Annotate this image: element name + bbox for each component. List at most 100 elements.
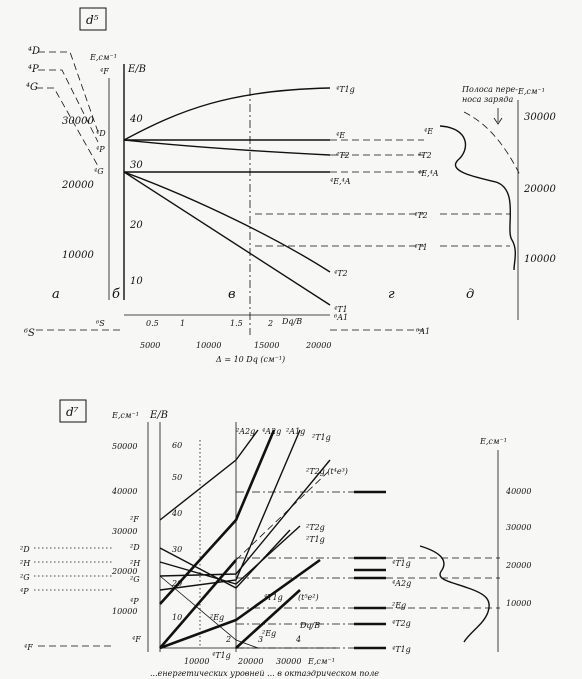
upper-eb-axis-label: E/B (127, 64, 146, 75)
lower-panel-d7: d⁷ E,см⁻¹ 50000 40000 30000 20000 10000 … (20, 399, 531, 666)
curve-4T1 (123, 171, 331, 306)
leader-4P (38, 69, 99, 143)
right-label-4T2-low: ⁴T2 (414, 211, 428, 220)
right-label-4T2: ⁴T2 (418, 151, 432, 160)
lower-dq-tick-2: 2 (225, 635, 231, 644)
upper-left-axis-label: E,см⁻¹ (89, 53, 117, 62)
delta-tick-5000: 5000 (140, 341, 160, 350)
charge-transfer-band-edge (463, 111, 521, 176)
line-2T1g-low (159, 529, 291, 589)
lower-bottom-tick-20000: 20000 (237, 657, 263, 666)
dq-tick-1: 1 (180, 319, 185, 328)
line-2T1g (159, 429, 301, 591)
band-label-arrow (493, 108, 503, 125)
label-4T2-upper: ⁴T2 (336, 151, 350, 160)
right-label-4T1-low: ⁴T1 (414, 243, 428, 252)
top-label-2T1g: ²T1g (312, 433, 331, 442)
section-letter-a: а (52, 287, 60, 302)
top-label-2T2g-t4e3: ²T2g (t⁴e³) (306, 467, 348, 476)
top-label-2T1g-low: ²T1g (306, 535, 325, 544)
lower-eb-tick-30: 30 (172, 545, 182, 554)
top-label-2A2g: ²A2g (236, 427, 255, 436)
lower-right-tick-20000: 20000 (505, 561, 531, 570)
leader-4D (38, 51, 99, 133)
top-label-4A2g: ⁴A2g (262, 427, 281, 436)
top-label-2T2g: ²T2g (306, 523, 325, 532)
upper-left-tick-10000: 10000 (62, 250, 94, 261)
label-4T1: ⁴T1 (334, 305, 348, 314)
bottom-label-2Eg-a: ²Eg (210, 613, 224, 622)
line-2T2g-low (159, 525, 301, 585)
upper-axis-term-4G: ⁴G (94, 167, 104, 176)
upper-right-tick-10000: 10000 (524, 254, 556, 265)
lower-right-tick-40000: 40000 (505, 487, 531, 496)
lower-axis-term-2H: ²H (130, 559, 141, 568)
lower-eb-tick-20: 20 (171, 579, 182, 588)
curve-4T1g (123, 87, 331, 141)
dq-axis-label: Dq/B (281, 317, 302, 326)
lower-eb-tick-50: 50 (172, 473, 182, 482)
lower-ion-term-2G: ²G (20, 573, 30, 582)
lower-axis-term-4P: ⁴P (130, 597, 139, 606)
lower-eb-tick-40: 40 (171, 509, 182, 518)
lower-axis-term-2D: ²D (130, 543, 140, 552)
lower-left-axis-label: E,см⁻¹ (111, 411, 139, 420)
lower-dq-tick-3: 3 (258, 635, 263, 644)
leader-4G (36, 87, 99, 167)
upper-axis-term-4D: ⁴D (96, 129, 106, 138)
baseline-6S-left: ⁶S (23, 328, 35, 339)
right-label-4E: ⁴E (424, 127, 433, 136)
upper-left-tick-20000: 20000 (61, 180, 94, 191)
lower-ion-term-4F: ⁴F (24, 643, 33, 652)
lower-bottom-tick-30000: 30000 (276, 657, 301, 666)
right-label-4EA: ⁴E,⁴A (418, 169, 439, 178)
lower-ion-term-2D: ²D (20, 545, 30, 554)
lower-right-label-4T2g: ⁴T2g (392, 619, 411, 628)
lower-axis-term-4F: ⁴F (132, 635, 141, 644)
lower-left-tick-10000: 10000 (112, 607, 137, 616)
top-label-2A1g: ²A1g (286, 427, 305, 436)
lower-axis-term-2F: ²F (130, 515, 139, 524)
upper-right-tick-30000: 30000 (524, 112, 556, 123)
upper-box-label: d⁵ (86, 13, 99, 27)
label-4T1g: ⁴T1g (336, 85, 355, 94)
section-letter-b: б (112, 287, 120, 302)
upper-right-tick-20000: 20000 (523, 184, 556, 195)
lower-ion-term-4P: ⁴P (20, 587, 29, 596)
line-t5e2 (235, 589, 301, 649)
lower-right-tick-30000: 30000 (506, 523, 531, 532)
upper-right-axis-label: E,см⁻¹ (517, 87, 545, 96)
lower-eb-axis-label: E/B (149, 410, 168, 421)
upper-ion-term-4G: ⁴G (26, 82, 38, 93)
lower-dq-tick-4: 4 (295, 635, 301, 644)
upper-eb-tick-20: 20 (129, 220, 143, 231)
lower-bottom-axis-label: E,см⁻¹ (307, 657, 335, 666)
lower-bottom-tick-10000: 10000 (184, 657, 209, 666)
lower-ion-term-2H: ²H (20, 559, 31, 568)
section-letter-v: в (228, 287, 236, 302)
lower-box-label: d⁷ (66, 405, 79, 419)
lower-right-label-4A2g: ⁴A2g (392, 579, 411, 588)
caption-fragment: ...енергетических уровней ... в октаэдри… (150, 669, 379, 678)
upper-eb-tick-10: 10 (130, 276, 143, 287)
lower-right-label-4T1g-ground: ⁴T1g (392, 645, 411, 654)
lower-right-label-4T1g: ⁴T1g (392, 559, 411, 568)
upper-box-frame (79, 7, 107, 31)
delta-axis-label: Δ = 10 Dq (см⁻¹) (215, 355, 285, 364)
delta-tick-20000: 20000 (305, 341, 331, 350)
section-letter-g: г (388, 287, 395, 302)
lower-left-tick-50000: 50000 (112, 442, 137, 451)
upper-ion-term-4P: ⁴P (28, 64, 39, 75)
dq-tick-1-5: 1.5 (230, 319, 243, 328)
lower-absorption-spectrum (419, 545, 490, 643)
lower-right-tick-10000: 10000 (506, 599, 531, 608)
upper-eb-tick-40: 40 (129, 114, 143, 125)
upper-eb-tick-30: 30 (130, 160, 143, 171)
line-2T2g (159, 459, 331, 577)
lower-left-tick-30000: 30000 (112, 527, 137, 536)
bottom-label-t5e2: (t⁵e²) (298, 593, 319, 602)
baseline-6A1-a: ⁶A1 (333, 313, 348, 322)
label-4T2-lower: ⁴T2 (334, 269, 348, 278)
dq-tick-0-5: 0.5 (146, 319, 159, 328)
